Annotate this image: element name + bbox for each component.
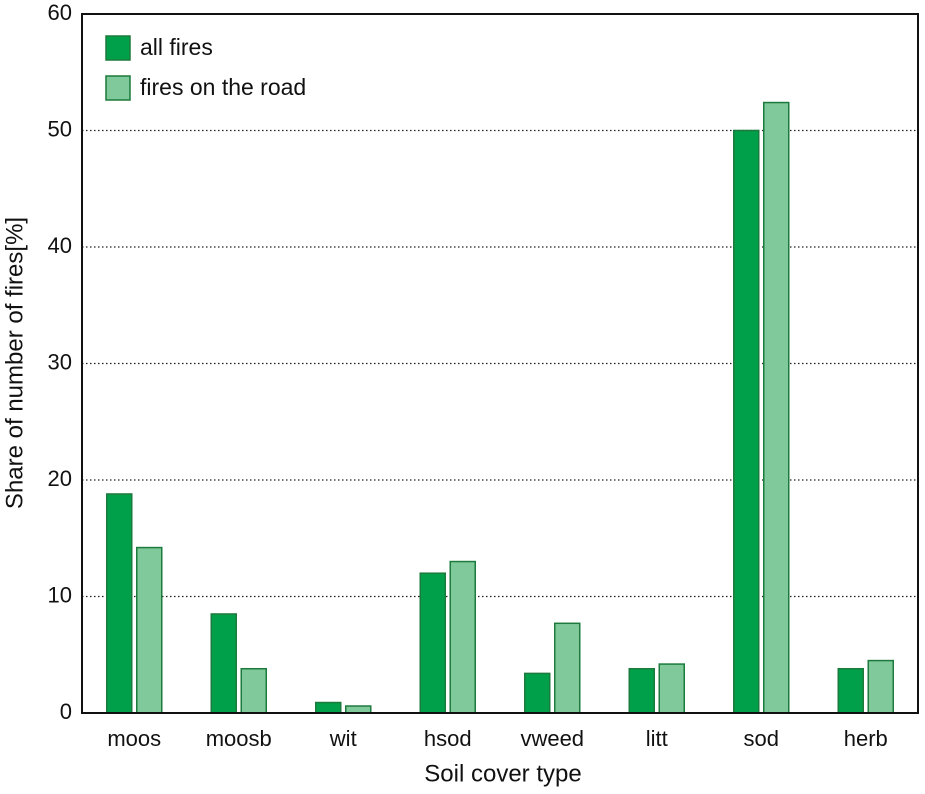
bar xyxy=(136,546,163,714)
legend-swatch xyxy=(105,75,131,101)
bar xyxy=(315,701,342,714)
x-tick-label: vweed xyxy=(520,726,584,751)
plot-frame xyxy=(81,13,919,714)
bar xyxy=(240,667,267,714)
bar xyxy=(524,672,551,714)
y-tick-label: 10 xyxy=(48,582,72,607)
bar xyxy=(419,572,446,714)
bar xyxy=(210,613,237,714)
y-axis-label: Share of number of fires[%] xyxy=(1,217,28,509)
bar xyxy=(106,493,133,714)
legend-swatch xyxy=(105,35,131,61)
bar xyxy=(628,667,655,714)
bar xyxy=(867,659,894,714)
bar xyxy=(449,560,476,714)
x-tick-label: litt xyxy=(646,726,668,751)
x-tick-label: moosb xyxy=(206,726,272,751)
bar xyxy=(554,622,581,714)
y-tick-label: 50 xyxy=(48,116,72,141)
x-axis-label: Soil cover type xyxy=(424,760,581,787)
x-tick-label: sod xyxy=(744,726,779,751)
y-tick-label: 40 xyxy=(48,233,72,258)
legend-label: all fires xyxy=(140,34,213,60)
x-tick-label: hsod xyxy=(424,726,472,751)
bar xyxy=(658,663,685,714)
x-tick-label: moos xyxy=(107,726,161,751)
bar xyxy=(763,101,790,714)
y-tick-label: 20 xyxy=(48,466,72,491)
y-tick-label: 60 xyxy=(48,0,72,25)
bar xyxy=(733,129,760,714)
y-tick-label: 0 xyxy=(60,699,72,724)
y-tick-label: 30 xyxy=(48,349,72,374)
bar xyxy=(345,705,372,714)
bar xyxy=(837,667,864,714)
x-tick-label: wit xyxy=(329,726,357,751)
legend-label: fires on the road xyxy=(140,74,306,100)
x-tick-label: herb xyxy=(844,726,888,751)
